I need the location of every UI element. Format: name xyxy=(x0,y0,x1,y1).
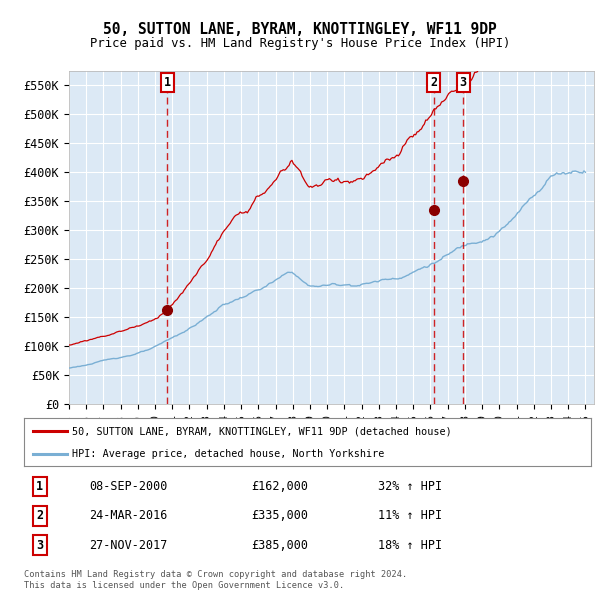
Text: 2: 2 xyxy=(430,76,437,89)
Text: £335,000: £335,000 xyxy=(251,509,308,523)
Text: This data is licensed under the Open Government Licence v3.0.: This data is licensed under the Open Gov… xyxy=(24,581,344,589)
Text: 18% ↑ HPI: 18% ↑ HPI xyxy=(379,539,443,552)
Text: 3: 3 xyxy=(460,76,467,89)
Text: 50, SUTTON LANE, BYRAM, KNOTTINGLEY, WF11 9DP: 50, SUTTON LANE, BYRAM, KNOTTINGLEY, WF1… xyxy=(103,22,497,37)
Text: Price paid vs. HM Land Registry's House Price Index (HPI): Price paid vs. HM Land Registry's House … xyxy=(90,37,510,50)
Text: 2: 2 xyxy=(37,509,43,523)
Text: 3: 3 xyxy=(37,539,43,552)
Text: 1: 1 xyxy=(164,76,170,89)
Text: £385,000: £385,000 xyxy=(251,539,308,552)
Text: HPI: Average price, detached house, North Yorkshire: HPI: Average price, detached house, Nort… xyxy=(72,448,385,458)
Text: 27-NOV-2017: 27-NOV-2017 xyxy=(89,539,167,552)
Text: Contains HM Land Registry data © Crown copyright and database right 2024.: Contains HM Land Registry data © Crown c… xyxy=(24,570,407,579)
Text: 50, SUTTON LANE, BYRAM, KNOTTINGLEY, WF11 9DP (detached house): 50, SUTTON LANE, BYRAM, KNOTTINGLEY, WF1… xyxy=(72,426,452,436)
Text: £162,000: £162,000 xyxy=(251,480,308,493)
Text: 24-MAR-2016: 24-MAR-2016 xyxy=(89,509,167,523)
Text: 08-SEP-2000: 08-SEP-2000 xyxy=(89,480,167,493)
Text: 32% ↑ HPI: 32% ↑ HPI xyxy=(379,480,443,493)
Text: 1: 1 xyxy=(37,480,43,493)
Text: 11% ↑ HPI: 11% ↑ HPI xyxy=(379,509,443,523)
